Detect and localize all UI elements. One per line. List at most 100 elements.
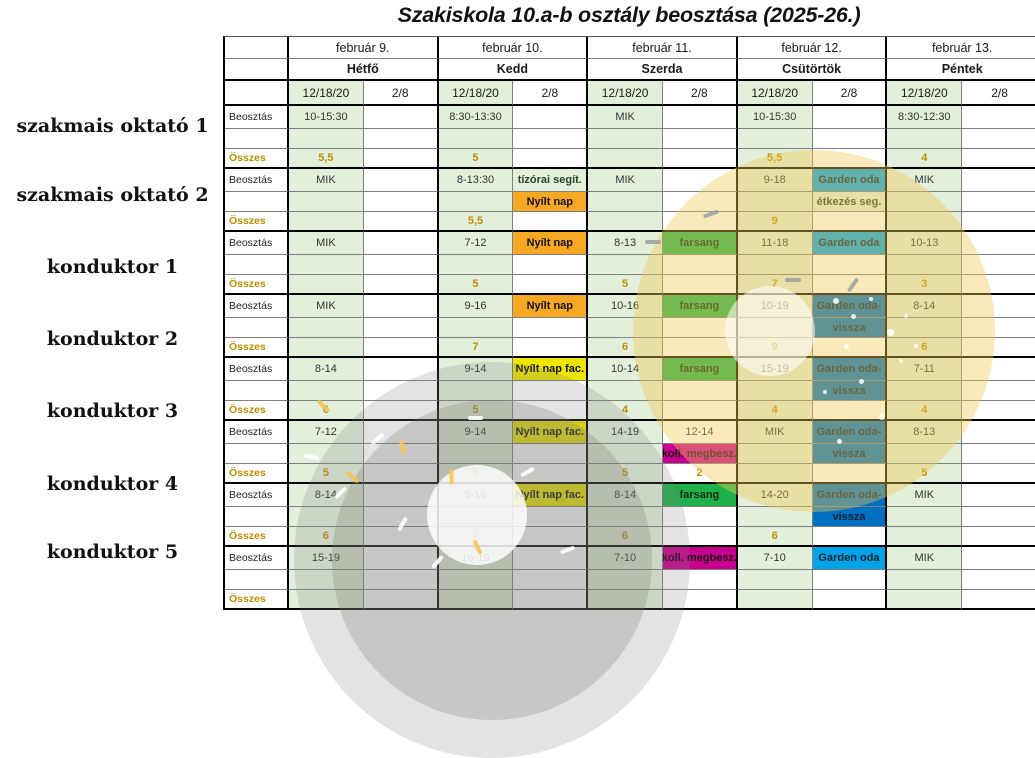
schedule-cell[interactable]: MIK: [289, 295, 364, 318]
schedule-cell[interactable]: [812, 106, 888, 129]
schedule-cell[interactable]: [962, 421, 1035, 444]
schedule-cell[interactable]: [962, 358, 1035, 381]
schedule-cell[interactable]: [289, 129, 364, 149]
schedule-cell[interactable]: [513, 338, 589, 358]
day-header[interactable]: Péntek: [887, 59, 1035, 81]
schedule-cell[interactable]: 5,5: [289, 149, 364, 169]
schedule-cell[interactable]: 8:30-13:30: [438, 106, 514, 129]
schedule-cell[interactable]: Nyílt nap: [513, 295, 589, 318]
schedule-cell[interactable]: 8-13: [887, 421, 963, 444]
schedule-cell[interactable]: 4: [588, 401, 663, 421]
schedule-cell[interactable]: 6: [588, 527, 663, 547]
schedule-cell[interactable]: vissza: [812, 507, 888, 527]
schedule-cell[interactable]: [438, 570, 514, 590]
schedule-cell[interactable]: MIK: [289, 169, 364, 192]
schedule-cell[interactable]: MIK: [588, 169, 663, 192]
schedule-cell[interactable]: 9-14: [438, 358, 514, 381]
schedule-cell[interactable]: MIK: [887, 547, 963, 570]
schedule-cell[interactable]: [289, 318, 364, 338]
schedule-cell[interactable]: [588, 192, 663, 212]
schedule-cell[interactable]: [887, 527, 963, 547]
schedule-cell[interactable]: [363, 192, 439, 212]
schedule-cell[interactable]: [363, 464, 439, 484]
shift-header[interactable]: 2/8: [663, 81, 738, 106]
schedule-cell[interactable]: [363, 401, 439, 421]
schedule-cell[interactable]: 9-16: [438, 484, 514, 507]
schedule-cell[interactable]: [363, 444, 439, 464]
schedule-cell[interactable]: [962, 255, 1035, 275]
schedule-cell[interactable]: [363, 255, 439, 275]
date-header[interactable]: február 10.: [438, 37, 589, 59]
schedule-cell[interactable]: vissza: [812, 381, 888, 401]
schedule-cell[interactable]: vissza: [812, 444, 888, 464]
schedule-cell[interactable]: [663, 527, 738, 547]
schedule-cell[interactable]: [513, 444, 589, 464]
schedule-cell[interactable]: 12-14: [663, 421, 738, 444]
schedule-cell[interactable]: [962, 590, 1035, 610]
schedule-cell[interactable]: 5,5: [438, 212, 514, 232]
schedule-cell[interactable]: [289, 507, 364, 527]
schedule-cell[interactable]: [812, 590, 888, 610]
schedule-cell[interactable]: MIK: [887, 169, 963, 192]
schedule-cell[interactable]: [438, 255, 514, 275]
schedule-cell[interactable]: 5: [438, 401, 514, 421]
schedule-cell[interactable]: [962, 547, 1035, 570]
schedule-cell[interactable]: 6: [289, 401, 364, 421]
schedule-cell[interactable]: [962, 464, 1035, 484]
schedule-cell[interactable]: 8:30-12:30: [887, 106, 963, 129]
schedule-cell[interactable]: [737, 192, 813, 212]
schedule-cell[interactable]: [588, 149, 663, 169]
shift-header[interactable]: 2/8: [962, 81, 1035, 106]
schedule-cell[interactable]: [363, 570, 439, 590]
date-header[interactable]: február 11.: [588, 37, 738, 59]
schedule-cell[interactable]: 3: [887, 275, 963, 295]
schedule-cell[interactable]: [513, 106, 589, 129]
schedule-cell[interactable]: [962, 401, 1035, 421]
schedule-cell[interactable]: 6: [588, 338, 663, 358]
schedule-cell[interactable]: [289, 444, 364, 464]
schedule-cell[interactable]: [663, 169, 738, 192]
schedule-cell[interactable]: 7-10: [737, 547, 813, 570]
schedule-cell[interactable]: [513, 527, 589, 547]
schedule-cell[interactable]: 5: [588, 464, 663, 484]
schedule-cell[interactable]: [962, 275, 1035, 295]
schedule-cell[interactable]: 9: [737, 338, 813, 358]
schedule-cell[interactable]: [737, 381, 813, 401]
schedule-cell[interactable]: [962, 484, 1035, 507]
schedule-cell[interactable]: [438, 444, 514, 464]
schedule-cell[interactable]: 5: [438, 464, 514, 484]
schedule-cell[interactable]: 5: [588, 275, 663, 295]
schedule-cell[interactable]: [513, 149, 589, 169]
schedule-cell[interactable]: 8-13: [588, 232, 663, 255]
schedule-cell[interactable]: [737, 444, 813, 464]
schedule-cell[interactable]: [962, 106, 1035, 129]
schedule-cell[interactable]: [363, 338, 439, 358]
schedule-cell[interactable]: [663, 318, 738, 338]
schedule-cell[interactable]: 7-11: [887, 358, 963, 381]
schedule-cell[interactable]: [737, 255, 813, 275]
date-header[interactable]: február 13.: [887, 37, 1035, 59]
schedule-cell[interactable]: 15-19: [289, 547, 364, 570]
schedule-cell[interactable]: [812, 570, 888, 590]
schedule-cell[interactable]: 4: [887, 401, 963, 421]
schedule-cell[interactable]: MIK: [289, 232, 364, 255]
schedule-cell[interactable]: [438, 381, 514, 401]
shift-header[interactable]: 12/18/20: [289, 81, 364, 106]
schedule-cell[interactable]: [812, 464, 888, 484]
schedule-cell[interactable]: [513, 129, 589, 149]
date-header[interactable]: február 12.: [737, 37, 888, 59]
schedule-cell[interactable]: [962, 507, 1035, 527]
schedule-cell[interactable]: [513, 547, 589, 570]
schedule-cell[interactable]: [588, 255, 663, 275]
schedule-cell[interactable]: 7-12: [289, 421, 364, 444]
schedule-cell[interactable]: [962, 212, 1035, 232]
schedule-cell[interactable]: [737, 464, 813, 484]
schedule-cell[interactable]: [663, 381, 738, 401]
schedule-cell[interactable]: farsang: [663, 484, 738, 507]
schedule-cell[interactable]: [513, 590, 589, 610]
schedule-cell[interactable]: [588, 212, 663, 232]
schedule-cell[interactable]: 14-20: [737, 484, 813, 507]
schedule-cell[interactable]: koll. megbesz.: [663, 547, 738, 570]
schedule-cell[interactable]: Nyílt nap fac.: [513, 484, 589, 507]
schedule-cell[interactable]: [962, 318, 1035, 338]
